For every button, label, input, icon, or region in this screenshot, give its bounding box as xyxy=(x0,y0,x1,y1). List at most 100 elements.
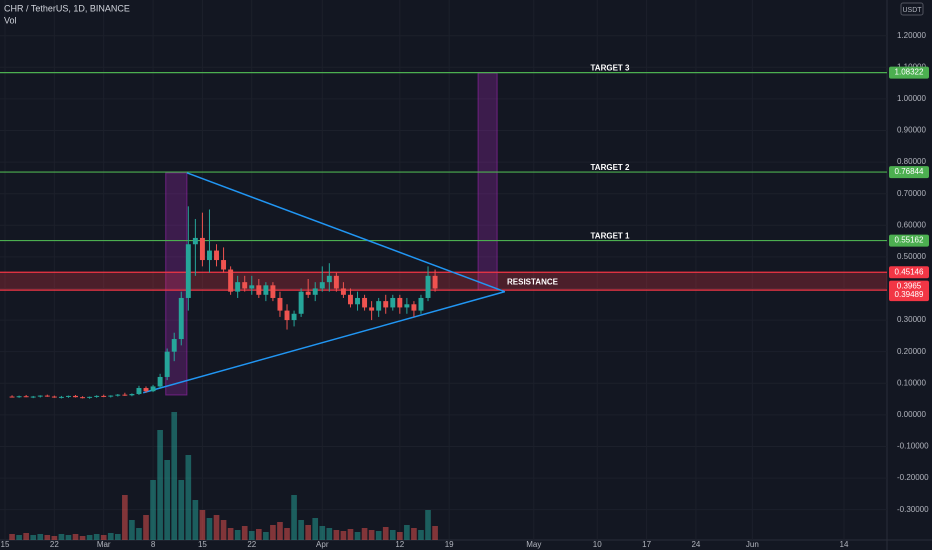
y-tick-label: 1.20000 xyxy=(897,31,926,40)
trendline xyxy=(142,290,506,394)
candle-body xyxy=(199,237,205,261)
volume-bar xyxy=(178,480,185,540)
candle-body xyxy=(23,396,29,398)
candle-body xyxy=(9,396,15,398)
target-label: TARGET 1 xyxy=(591,232,631,241)
layer-grid xyxy=(9,412,438,540)
volume-bar xyxy=(114,534,121,540)
candle-body xyxy=(108,395,114,397)
candle-body xyxy=(37,395,43,397)
volume-bar xyxy=(305,525,311,540)
candle-body xyxy=(249,285,255,289)
candle-body xyxy=(383,301,389,308)
candle-body xyxy=(390,297,396,308)
candle-body xyxy=(228,269,234,292)
candle-body xyxy=(185,244,191,298)
candle-body xyxy=(157,376,163,387)
candle-body xyxy=(319,282,325,289)
candle-body xyxy=(270,285,276,298)
volume-bar xyxy=(143,515,149,540)
price-tag-label: 1.08322 xyxy=(895,68,924,77)
candle-body xyxy=(51,396,57,398)
candle-body xyxy=(411,304,417,311)
volume-bar xyxy=(65,535,72,540)
volume-bar xyxy=(277,522,283,540)
y-tick-label: -0.30000 xyxy=(897,505,929,514)
volume-bar xyxy=(44,535,51,540)
volume-bar xyxy=(23,533,29,540)
y-tick-label: 0.90000 xyxy=(897,126,926,135)
candle-body xyxy=(58,396,64,398)
candle-body xyxy=(171,339,177,352)
price-tag-label: 0.45146 xyxy=(895,267,924,276)
candle-body xyxy=(101,395,107,397)
volume-bar xyxy=(157,430,163,540)
volume-bar xyxy=(347,529,354,540)
candle-body xyxy=(65,395,71,397)
volume-bar xyxy=(319,526,326,540)
y-tick-label: -0.10000 xyxy=(897,442,929,451)
volume-bar xyxy=(432,526,438,540)
x-tick-label: 24 xyxy=(691,540,700,549)
volume-label: Vol xyxy=(4,15,17,25)
volume-bar xyxy=(86,535,93,540)
resistance-zone xyxy=(0,272,887,291)
volume-bar xyxy=(51,536,58,540)
candle-body xyxy=(432,275,438,289)
volume-bar xyxy=(150,480,156,540)
volume-bar xyxy=(397,532,403,540)
volume-bar xyxy=(227,528,234,540)
candle-body xyxy=(256,285,262,295)
candle-body xyxy=(397,297,403,308)
x-tick-label: 12 xyxy=(395,540,404,549)
volume-bar xyxy=(333,530,340,540)
candle-body xyxy=(348,294,353,305)
price-tag-label: 0.3965 xyxy=(897,282,922,291)
x-tick-label: 10 xyxy=(593,540,602,549)
volume-bar xyxy=(220,520,227,540)
candle-body xyxy=(87,396,93,398)
candle-body xyxy=(340,288,346,295)
volume-bar xyxy=(368,530,375,540)
volume-bar xyxy=(418,530,424,540)
candle-body xyxy=(284,310,290,321)
volume-bar xyxy=(122,495,128,540)
candle-body xyxy=(143,388,149,392)
candle-body xyxy=(355,297,360,305)
x-tick-label: 8 xyxy=(151,540,156,549)
volume-bar xyxy=(206,518,213,540)
target-label: TARGET 3 xyxy=(591,64,631,73)
candle-body xyxy=(30,396,36,398)
volume-bar xyxy=(16,535,22,540)
candle-body xyxy=(214,250,219,261)
layer-drawings xyxy=(0,72,887,396)
currency-label: USDT xyxy=(902,7,922,14)
volume-bar xyxy=(382,527,389,540)
trendline xyxy=(186,172,506,293)
y-tick-label: 0.50000 xyxy=(897,252,926,261)
volume-bar xyxy=(30,535,37,540)
x-tick-label: 22 xyxy=(247,540,256,549)
x-tick-label: 14 xyxy=(840,540,849,549)
y-tick-label: 0.00000 xyxy=(897,410,926,419)
price-tag xyxy=(889,234,929,247)
candle-body xyxy=(263,285,269,295)
x-tick-label: 22 xyxy=(50,540,59,549)
price-tag xyxy=(889,166,929,179)
volume-bar xyxy=(298,520,304,540)
candle-body xyxy=(291,313,297,321)
candle-body xyxy=(122,394,128,396)
volume-bar xyxy=(58,534,65,540)
candle-body xyxy=(242,282,248,289)
x-tick-label: 15 xyxy=(1,540,10,549)
price-tag-label: 0.39489 xyxy=(895,290,924,299)
candle-body xyxy=(418,297,424,311)
x-tick-label: 17 xyxy=(642,540,651,549)
candle-body xyxy=(376,301,382,311)
volume-bar xyxy=(192,500,199,540)
currency-box xyxy=(900,2,924,16)
candle-body xyxy=(333,275,339,289)
volume-bar xyxy=(361,528,368,540)
candle-body xyxy=(326,275,332,283)
y-tick-label: -0.20000 xyxy=(897,473,929,482)
